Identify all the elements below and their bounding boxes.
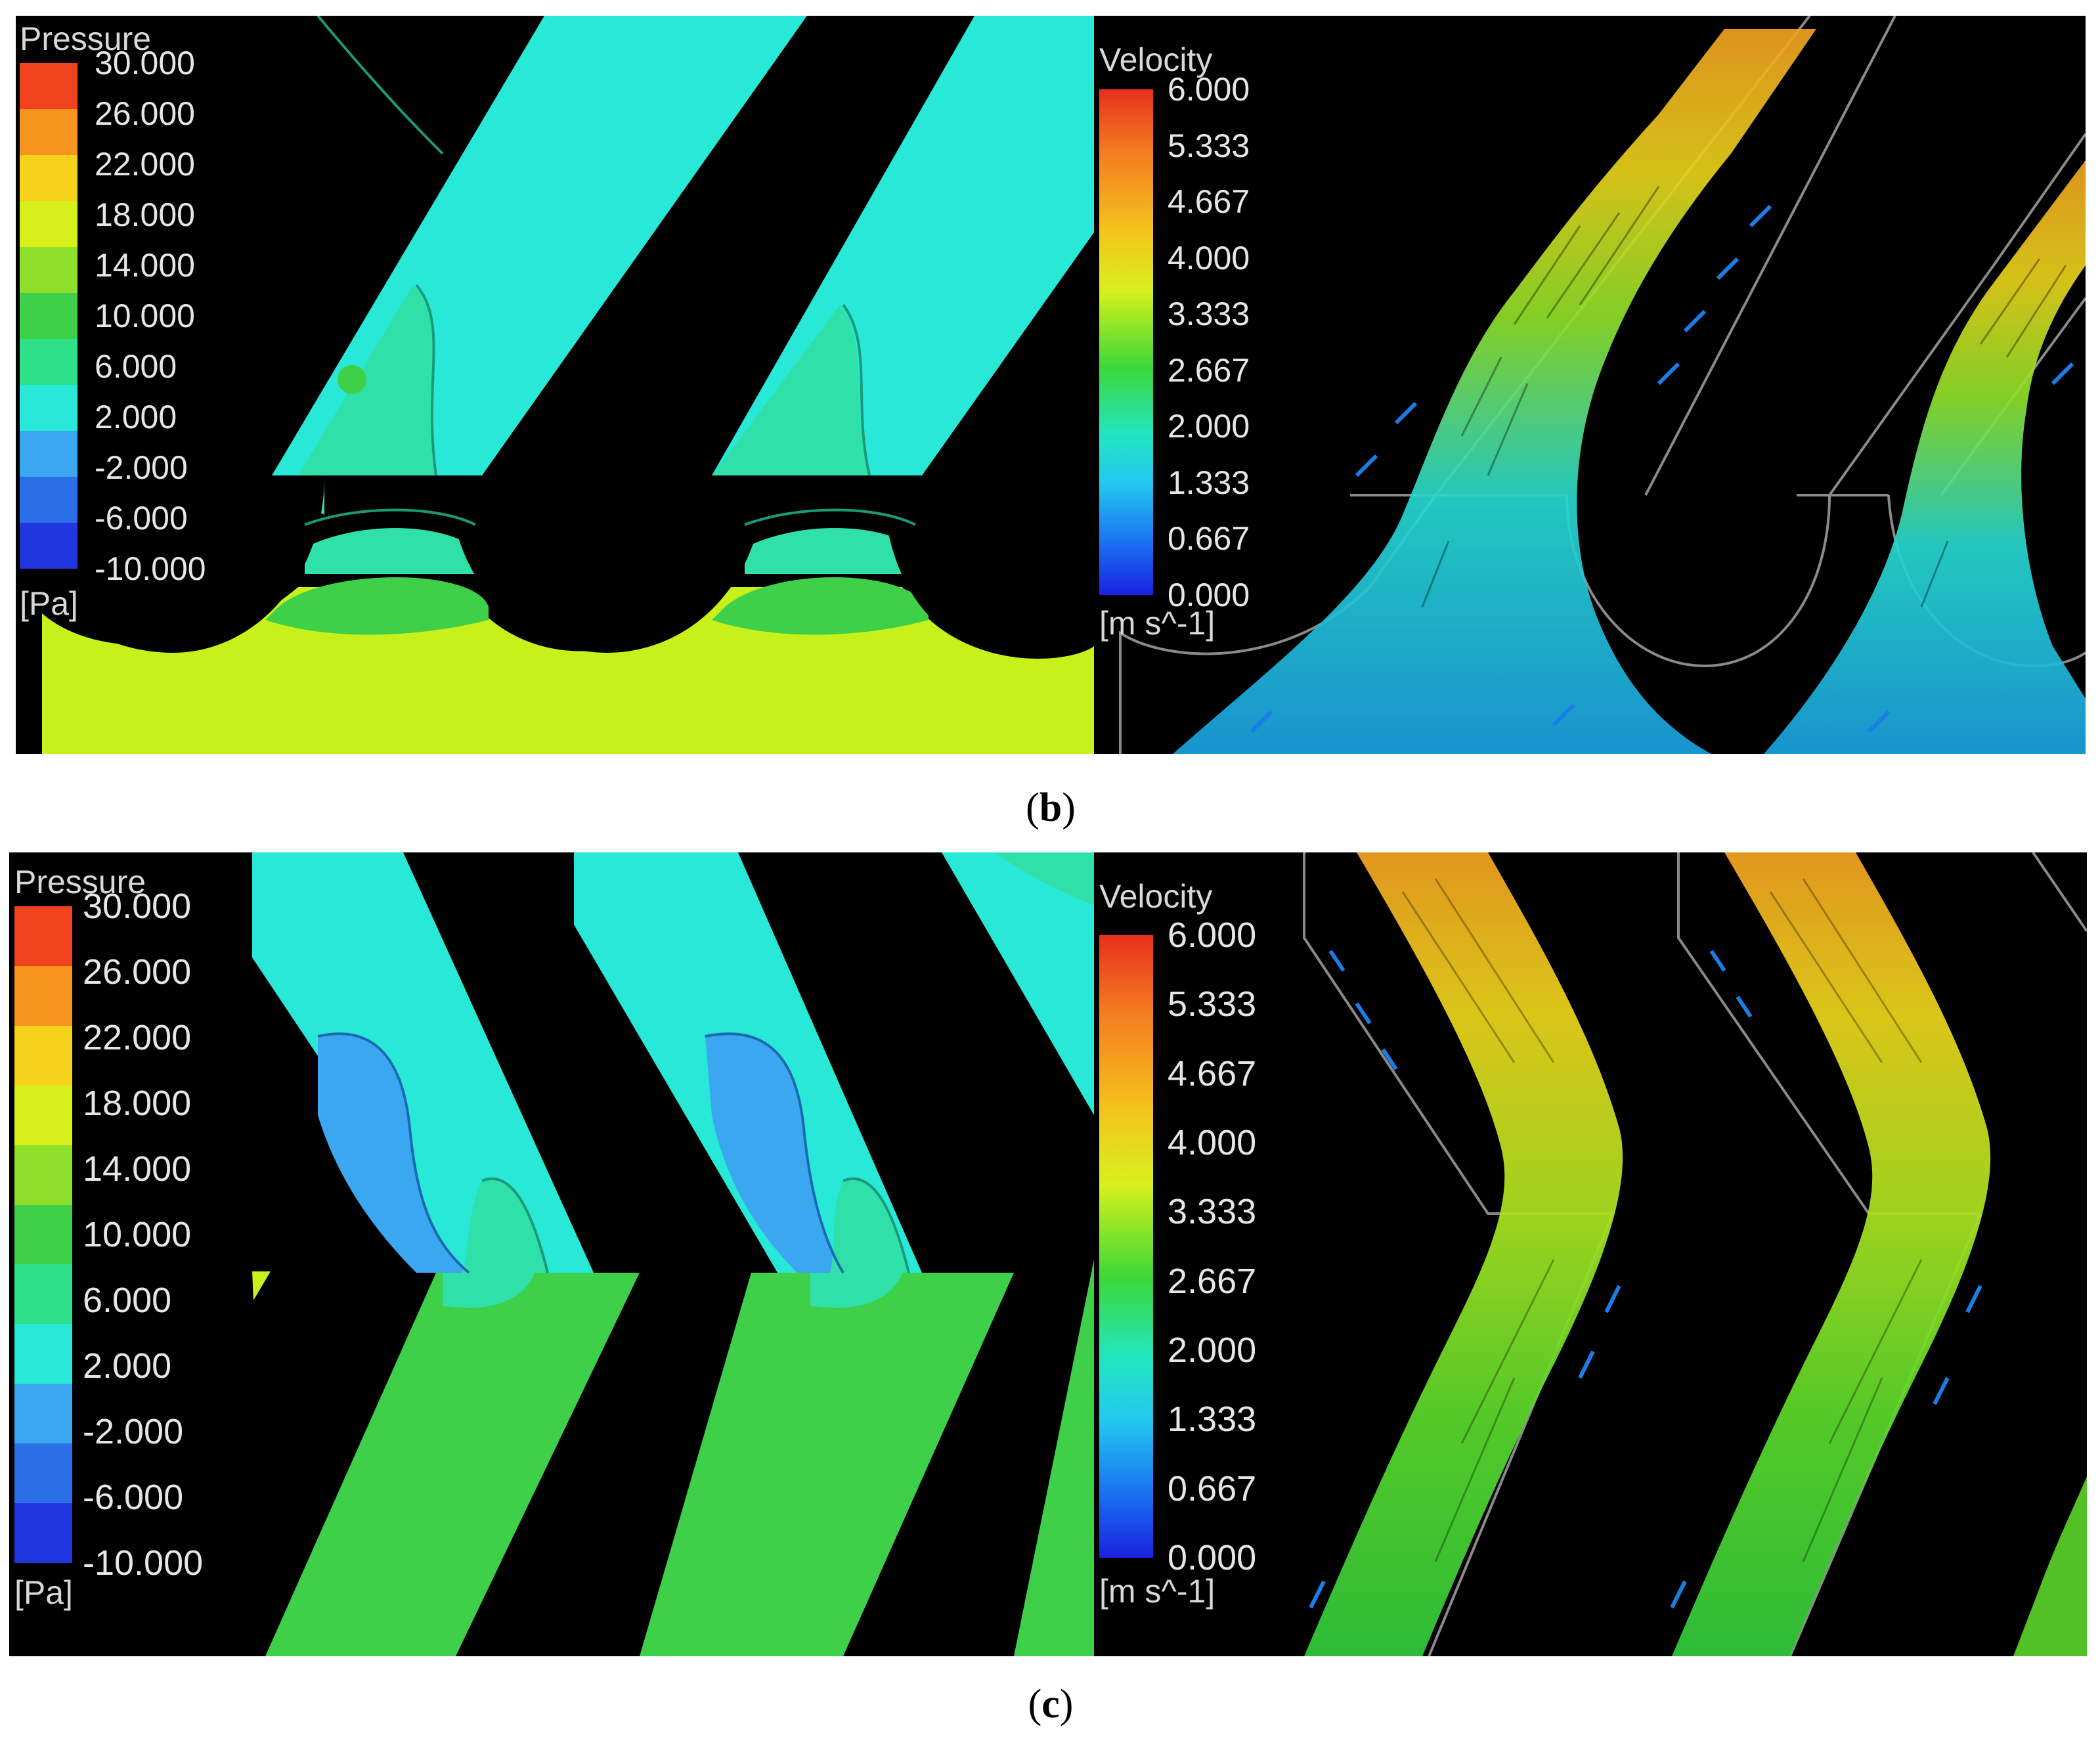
pressure-color-step [20,247,77,293]
pressure-tick-label: 10.000 [83,1215,192,1254]
pressure-tick-label: 26.000 [83,952,192,992]
velocity-tick-label: 4.667 [1168,1053,1257,1093]
pressure-tick-label: 18.000 [83,1084,192,1123]
velocity-tick-label: 4.000 [1168,1123,1257,1162]
pressure-color-step [20,431,77,477]
pressure-color-step [20,293,77,339]
velocity-tick-label: 3.333 [1168,296,1250,333]
velocity-tick-label: 0.667 [1168,520,1250,558]
pressure-tick-label: 18.000 [95,196,195,233]
pressure-tick-label: -6.000 [83,1478,184,1517]
velocity-tick-label: 1.333 [1168,464,1250,501]
pressure-color-step [20,63,77,109]
pressure-tick-label: 6.000 [95,348,177,385]
pressure-color-step [20,155,77,201]
pressure-tick-label: -2.000 [83,1412,184,1451]
pressure-color-step [20,385,77,431]
velocity-tick-label: 2.667 [1168,351,1250,389]
pressure-color-step [14,1324,72,1384]
velocity-legend-title-b: Velocity [1099,41,1213,78]
pressure-color-step [14,1264,72,1325]
pressure-tick-label: 14.000 [95,247,195,284]
pressure-color-step [14,965,72,1026]
velocity-tick-label: 0.000 [1168,1538,1257,1577]
caption-b: (b) [1026,785,1076,830]
pressure-tick-label: -10.000 [95,550,206,587]
pressure-tick-label: 2.000 [83,1346,172,1386]
pressure-colorbar-b [20,63,77,569]
caption-c: (c) [1028,1682,1074,1727]
velocity-tick-label: 1.333 [1168,1399,1257,1440]
pressure-tick-label: 10.000 [95,297,195,334]
pressure-tick-label: 30.000 [95,45,195,81]
velocity-colorbar-b [1099,89,1153,595]
velocity-tick-label: 6.000 [1168,71,1250,108]
pressure-color-step [20,109,77,155]
velocity-tick-label: 2.000 [1168,1331,1257,1370]
pressure-legend-title-c: Pressure [14,864,146,900]
velocity-vectors-b [1119,16,2086,754]
pressure-color-step [14,1443,72,1504]
panel-b-pressure: Pressure 30.000 26.000 22.000 18.000 14.000 1… [16,16,1094,754]
pressure-tick-label: 2.000 [95,399,177,435]
pressure-color-step [14,1025,72,1086]
pressure-legend-title-b: Pressure [20,20,152,57]
pressure-tick-label: 22.000 [95,146,195,183]
velocity-tick-label: 2.000 [1168,408,1250,445]
pressure-color-step [14,906,72,966]
pressure-color-step [14,1503,72,1563]
velocity-legend-title-c: Velocity [1099,878,1213,915]
pressure-color-step [14,1384,72,1444]
pressure-color-step [14,1204,72,1265]
velocity-tick-label: 5.333 [1168,127,1250,164]
pressure-colorbar-c [14,906,72,1563]
pressure-tick-label: 22.000 [83,1018,192,1057]
velocity-colorbar-c [1099,935,1153,1558]
pressure-color-step [14,1145,72,1205]
pressure-color-step [20,523,77,569]
velocity-tick-label: 2.667 [1168,1261,1257,1301]
velocity-vectors-c [1303,852,2087,1656]
velocity-tick-label: 6.000 [1168,915,1257,955]
pressure-color-step [14,1085,72,1145]
pressure-color-step [20,477,77,523]
pressure-tick-label: 14.000 [83,1149,192,1189]
pressure-color-step [20,201,77,247]
velocity-tick-label: 0.000 [1168,577,1250,613]
velocity-tick-label: 5.333 [1168,984,1257,1024]
pressure-tick-label: 6.000 [83,1281,172,1320]
panel-c-velocity: Velocity 6.000 5.333 4.667 4.000 3.333 2.667 2… [1094,852,2087,1656]
velocity-tick-label: 3.333 [1168,1192,1257,1232]
pressure-tick-label: 26.000 [95,95,195,132]
pressure-tick-label: -10.000 [83,1543,204,1583]
pressure-tick-label: -2.000 [95,449,188,486]
pressure-tick-label: 30.000 [83,887,192,926]
panel-c-pressure: Pressure 30.000 26.000 22.000 18.000 14.000 1… [9,852,1094,1656]
panel-b-velocity: Velocity 6.000 5.333 4.667 4.000 3.333 2.667 2… [1094,16,2086,754]
velocity-unit-b: [m s^-1] [1099,605,1215,642]
velocity-unit-c: [m s^-1] [1099,1573,1215,1610]
pressure-contour-c [252,852,1094,1656]
pressure-unit-b: [Pa] [20,585,78,622]
pressure-unit-c: [Pa] [14,1574,73,1611]
velocity-tick-label: 4.000 [1168,239,1250,276]
pressure-tick-label: -6.000 [95,500,188,537]
pressure-color-step [20,339,77,385]
velocity-tick-label: 4.667 [1168,183,1250,221]
velocity-tick-label: 0.667 [1168,1468,1257,1508]
